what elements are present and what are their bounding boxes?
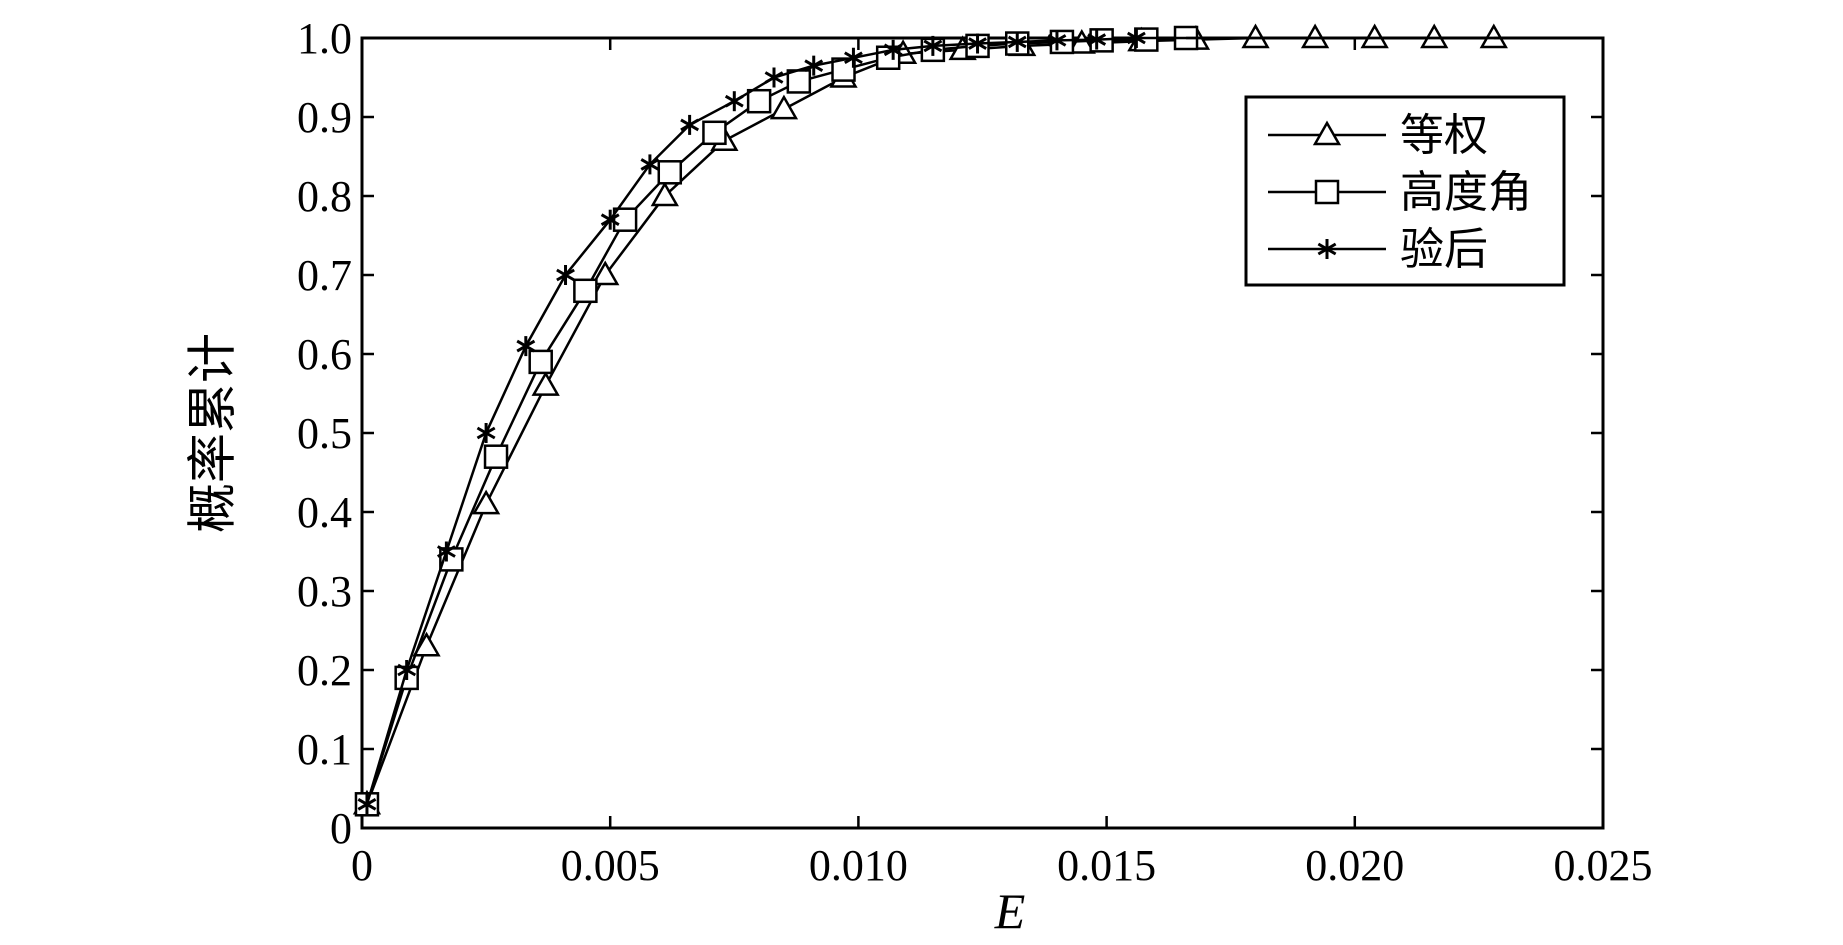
x-tick-label: 0.005 (561, 841, 660, 890)
x-tick-label: 0.010 (809, 841, 908, 890)
asterisk-marker (476, 423, 496, 443)
legend-square-marker (1314, 179, 1340, 205)
asterisk-marker (640, 154, 660, 175)
y-tick-label: 0.6 (297, 330, 352, 379)
y-tick-label: 0.2 (297, 646, 352, 695)
x-axis-title: E (994, 883, 1026, 939)
square-marker (786, 69, 812, 94)
legend-label: 等权 (1400, 110, 1488, 161)
asterisk-marker (724, 91, 744, 112)
asterisk-marker (844, 47, 863, 68)
x-axis: 0 0.005 0.010 0.015 0.020 0.025 (351, 38, 1653, 890)
triangle-marker (1300, 23, 1330, 49)
triangle-marker (650, 181, 679, 207)
x-tick-label: 0.025 (1554, 841, 1653, 890)
asterisk-marker (1087, 29, 1107, 50)
asterisk-marker (804, 55, 824, 76)
asterisk-marker (923, 35, 943, 56)
y-axis-title: 概率累计 (184, 333, 240, 533)
y-tick-label: 0 (330, 804, 352, 853)
y-tick-label: 0.4 (297, 488, 352, 537)
series-square (354, 25, 1199, 817)
y-tick-label: 0.8 (297, 172, 352, 221)
square-marker (612, 207, 638, 232)
asterisk-marker (600, 209, 620, 230)
asterisk-marker (397, 660, 417, 680)
square-marker (657, 160, 683, 185)
legend-triangle-marker (1312, 120, 1342, 146)
asterisk-marker (764, 67, 784, 88)
triangle-marker (412, 631, 441, 657)
triangle-marker (1360, 23, 1389, 49)
triangle-marker (591, 260, 620, 286)
square-marker (702, 120, 727, 146)
x-tick-label: 0.020 (1305, 841, 1404, 890)
square-marker (528, 349, 553, 375)
series-line (365, 36, 1187, 805)
legend-entry-square: 高度角 (1268, 167, 1532, 218)
triangle-marker (769, 94, 799, 120)
asterisk-marker (680, 114, 700, 135)
triangle-marker (531, 371, 560, 396)
y-tick-label: 1.0 (297, 14, 352, 63)
square-marker (483, 444, 509, 469)
asterisk-marker (1007, 31, 1027, 52)
asterisk-marker (556, 265, 575, 285)
y-tick-label: 0.1 (297, 725, 352, 774)
asterisk-marker (436, 541, 456, 562)
legend-label: 验后 (1400, 224, 1488, 275)
y-tick-label: 0.7 (297, 251, 352, 300)
y-axis: 0 0.1 0.2 0.3 0.4 0.5 0.6 0.7 0.8 0.9 1.0 (297, 14, 1603, 853)
square-marker (573, 278, 598, 304)
legend-label: 高度角 (1400, 167, 1532, 218)
series-layer (352, 23, 1603, 817)
asterisk-marker (883, 39, 903, 60)
asterisk-marker (1047, 30, 1067, 51)
asterisk-marker (357, 794, 377, 815)
asterisk-marker (968, 33, 987, 54)
y-tick-label: 0.5 (297, 409, 352, 458)
x-tick-label: 0.015 (1057, 841, 1156, 890)
series-asterisk (357, 28, 1146, 815)
triangle-marker (1420, 23, 1449, 49)
legend-asterisk-marker (1317, 239, 1337, 259)
series-line (365, 36, 1137, 805)
triangle-marker (471, 489, 501, 515)
legend-entry-asterisk: 验后 (1268, 224, 1488, 275)
x-tick-label: 0 (351, 841, 373, 890)
square-marker (746, 88, 772, 114)
legend-entry-triangle: 等权 (1268, 110, 1488, 161)
y-tick-label: 0.9 (297, 93, 352, 142)
triangle-marker (1479, 23, 1508, 49)
y-tick-label: 0.3 (297, 567, 352, 616)
triangle-marker (1241, 23, 1270, 49)
asterisk-marker (516, 336, 536, 357)
